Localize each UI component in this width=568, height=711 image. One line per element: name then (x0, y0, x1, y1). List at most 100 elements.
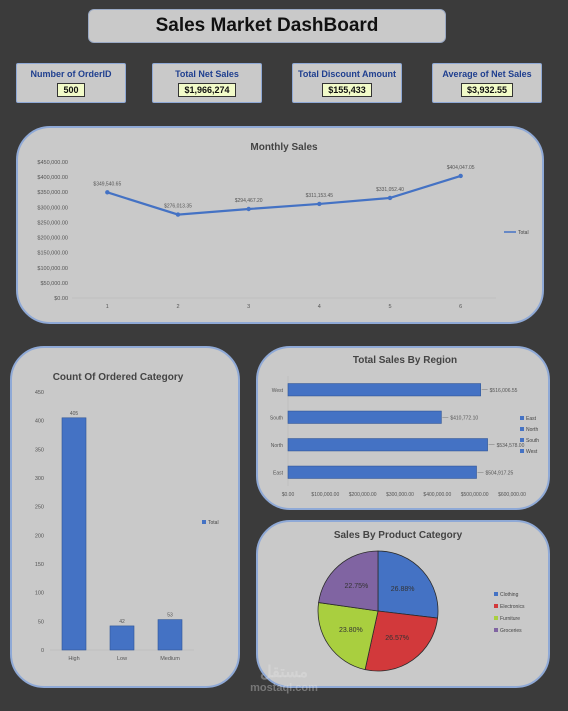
y-tick-label: 150 (35, 562, 44, 568)
bar (157, 619, 183, 651)
legend-swatch (520, 416, 524, 420)
legend-label: West (526, 449, 538, 455)
data-label: $276,013.35 (164, 204, 192, 210)
data-label: 26.88% (391, 586, 415, 593)
kpi-total-discount: Total Discount Amount $155,433 (292, 63, 402, 103)
category-count-card: Count Of Ordered Category 0 50 100 150 200 250… (10, 346, 240, 688)
chart-title: Sales By Product Category (334, 530, 463, 541)
data-label: 22.75% (344, 583, 368, 590)
legend-swatch (494, 616, 498, 620)
y-tick-label: 250 (35, 505, 44, 511)
x-tick-label: 5 (388, 304, 391, 310)
legend-swatch (494, 628, 498, 632)
watermark: مستقل mostaql.com (246, 664, 322, 698)
y-tick-label: West (272, 388, 284, 394)
y-tick-label: $100,000.00 (37, 266, 68, 272)
y-tick-label: North (271, 443, 283, 449)
legend-label: South (526, 438, 539, 444)
bar (287, 410, 442, 424)
kpi-total-net-sales: Total Net Sales $1,966,274 (152, 63, 262, 103)
y-tick-label: 300 (35, 476, 44, 482)
data-label: $516,006.55 (490, 388, 518, 394)
kpi-value: 500 (57, 83, 85, 97)
product-sales-card: Sales By Product Category 26.88% 26.57% 23.… (256, 520, 550, 688)
data-label: $504,917.25 (486, 470, 514, 476)
data-label: 405 (70, 411, 79, 417)
legend-label: Total (518, 230, 529, 236)
data-label: 26.57% (385, 635, 409, 642)
pie-slice (377, 550, 439, 619)
pie-slice (364, 610, 439, 672)
data-point (246, 206, 251, 212)
data-label: $331,052.40 (376, 187, 404, 193)
y-tick-label: South (270, 415, 283, 421)
legend-label: Groceries (500, 628, 522, 634)
legend-label: Electronics (500, 604, 525, 610)
watermark-logo: مستقل (260, 664, 308, 681)
data-point (458, 173, 463, 179)
pie-slice (317, 602, 379, 671)
x-tick-label: $100,000.00 (311, 492, 339, 498)
dashboard-title: Sales Market DashBoard (88, 9, 446, 43)
y-tick-label: $50,000.00 (40, 281, 68, 287)
data-label: 53 (167, 613, 173, 619)
y-tick-label: 100 (35, 591, 44, 597)
data-label: 23.80% (339, 627, 363, 634)
kpi-value: $3,932.55 (460, 83, 514, 97)
region-sales-card: Total Sales By Region $0.00 $100,000.00 $20… (256, 346, 550, 510)
legend-swatch (520, 449, 524, 453)
y-tick-label: $400,000.00 (37, 175, 68, 181)
data-label: $410,772.10 (450, 415, 478, 421)
legend-label: Total (208, 520, 219, 526)
y-tick-label: 450 (35, 390, 44, 396)
legend-label: North (526, 427, 538, 433)
category-count-chart: Count Of Ordered Category 0 50 100 150 200 250… (35, 372, 219, 662)
watermark-text: mostaql.com (250, 682, 318, 694)
kpi-value: $1,966,274 (178, 83, 236, 97)
data-label: $311,153.45 (306, 193, 334, 199)
kpi-order-count: Number of OrderID 500 (16, 63, 126, 103)
y-tick-label: 0 (41, 648, 44, 654)
kpi-label: Total Net Sales (175, 69, 239, 79)
legend-label: Furniture (500, 616, 520, 622)
data-point (317, 201, 322, 207)
legend-swatch (202, 520, 206, 524)
bar (109, 625, 135, 651)
legend-swatch (520, 427, 524, 431)
x-tick-label: $500,000.00 (461, 492, 489, 498)
data-label: $404,047.05 (447, 165, 475, 171)
bar (287, 438, 488, 452)
legend-swatch (494, 592, 498, 596)
x-tick-label: 4 (318, 304, 321, 310)
chart-title: Count Of Ordered Category (53, 372, 184, 383)
kpi-value: $155,433 (322, 83, 372, 97)
monthly-sales-chart: Monthly Sales $0.00 $50,000.00 $100,000.00 $… (37, 142, 529, 310)
y-tick-label: East (273, 470, 284, 476)
x-tick-label: 6 (459, 304, 462, 310)
dashboard-title-text: Sales Market DashBoard (155, 15, 379, 36)
y-tick-label: 50 (38, 619, 44, 625)
x-tick-label: 3 (247, 304, 250, 310)
y-tick-label: $200,000.00 (37, 236, 68, 242)
bar (61, 417, 87, 651)
kpi-label: Average of Net Sales (442, 69, 532, 79)
y-tick-label: $450,000.00 (37, 160, 68, 166)
y-tick-label: $150,000.00 (37, 251, 68, 257)
y-tick-label: $0.00 (54, 296, 68, 302)
data-label: $349,540.65 (93, 181, 121, 187)
y-tick-label: $250,000.00 (37, 220, 68, 226)
y-tick-label: $300,000.00 (37, 205, 68, 211)
legend-swatch (520, 438, 524, 442)
kpi-label: Number of OrderID (30, 69, 112, 79)
x-tick-label: 1 (106, 304, 109, 310)
x-tick-label: High (68, 656, 79, 662)
legend-label: East (526, 416, 537, 422)
x-tick-label: $200,000.00 (349, 492, 377, 498)
x-tick-label: $400,000.00 (423, 492, 451, 498)
region-sales-chart: Total Sales By Region $0.00 $100,000.00 $20… (270, 355, 539, 498)
bar (287, 383, 481, 397)
monthly-sales-card: Monthly Sales $0.00 $50,000.00 $100,000.00 $… (16, 126, 544, 324)
legend-swatch (494, 604, 498, 608)
x-tick-label: $600,000.00 (498, 492, 526, 498)
series-line (107, 174, 461, 216)
